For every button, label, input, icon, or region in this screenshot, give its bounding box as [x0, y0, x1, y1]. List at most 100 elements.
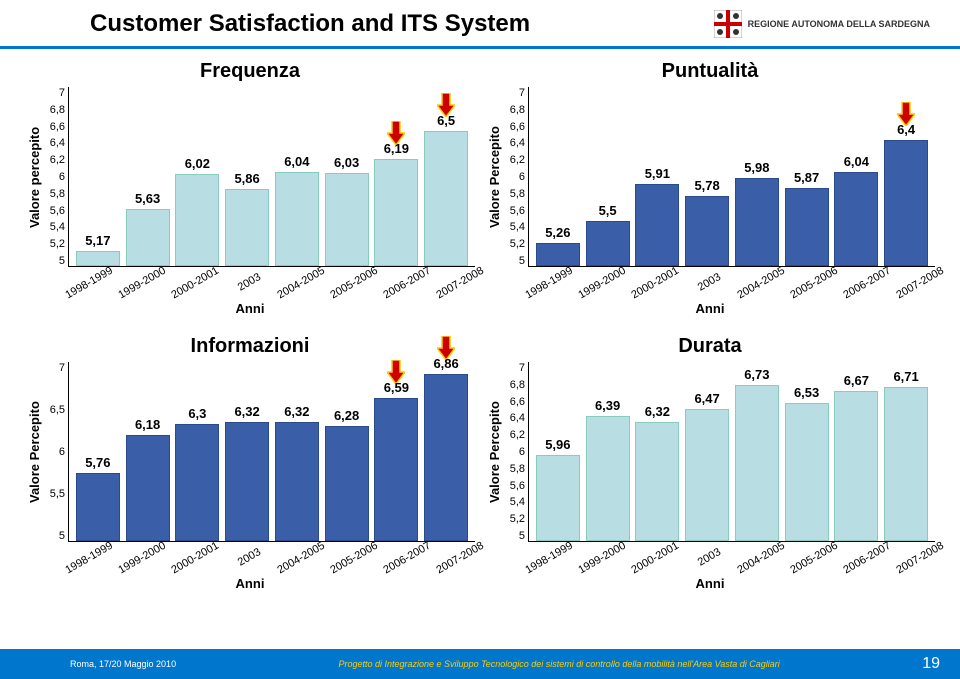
footer-page-number: 19 — [922, 655, 940, 673]
xtick: 2004-2005 — [275, 271, 316, 301]
xtick: 1999-2000 — [116, 271, 157, 301]
xtick: 1999-2000 — [576, 271, 617, 301]
ytick: 7 — [504, 87, 525, 99]
bar-durata-7: 6,71 — [884, 387, 928, 541]
bar-value-label: 6,53 — [794, 385, 819, 400]
bar-puntualita-1: 5,5 — [586, 221, 630, 266]
bar-frequenza-6: 6,19 — [374, 159, 418, 266]
bar-durata-3: 6,47 — [685, 409, 729, 541]
xtick: 2005-2006 — [788, 546, 829, 576]
bar-puntualita-4: 5,98 — [735, 178, 779, 266]
xtick: 2004-2005 — [735, 546, 776, 576]
chart-puntualita: Puntualità Valore Percepito 76,86,66,46,… — [485, 60, 935, 325]
ytick: 5,2 — [44, 238, 65, 250]
bar-informazioni-0: 5,76 — [76, 473, 120, 541]
bar-durata-6: 6,67 — [834, 391, 878, 541]
bar-value-label: 6,04 — [844, 154, 869, 169]
ytick: 5,4 — [504, 221, 525, 233]
xtick: 2000-2001 — [169, 271, 210, 301]
bar-value-label: 6,4 — [897, 122, 915, 137]
xtick: 2003 — [222, 546, 263, 576]
chart-title: Informazioni — [25, 335, 475, 358]
ytick: 6,5 — [44, 404, 65, 416]
ytick: 6,4 — [504, 412, 525, 424]
xtick: 2004-2005 — [735, 271, 776, 301]
ytick: 6,8 — [504, 104, 525, 116]
plot-area: 5,76 6,18 6,3 6,32 6,32 6,28 6,59 — [68, 362, 475, 542]
ytick: 6,6 — [504, 121, 525, 133]
bar-value-label: 5,5 — [599, 203, 617, 218]
xtick: 1998-1999 — [63, 271, 104, 301]
ytick: 7 — [504, 362, 525, 374]
bar-value-label: 6,32 — [284, 404, 309, 419]
xtick: 2006-2007 — [381, 546, 422, 576]
ytick: 6 — [504, 171, 525, 183]
xtick: 2000-2001 — [169, 546, 210, 576]
xtick: 1998-1999 — [63, 546, 104, 576]
bar-durata-1: 6,39 — [586, 416, 630, 541]
chart-durata: Durata Valore Percepito 76,86,66,46,265,… — [485, 335, 935, 600]
xlabel: Anni — [25, 576, 475, 591]
ylabel: Valore Percepito — [485, 362, 504, 542]
xaxis: 1998-19991999-20002000-200120032004-2005… — [511, 542, 935, 558]
ylabel: Valore Percepito — [485, 87, 504, 267]
xtick: 2007-2008 — [434, 271, 475, 301]
xtick: 2005-2006 — [328, 546, 369, 576]
ytick: 5,6 — [504, 205, 525, 217]
ytick: 6,2 — [44, 154, 65, 166]
ytick: 5,6 — [504, 480, 525, 492]
bar-value-label: 6,19 — [384, 141, 409, 156]
ylabel: Valore Percepito — [25, 362, 44, 542]
footer-project: Progetto di Integrazione e Sviluppo Tecn… — [196, 659, 922, 669]
bar-value-label: 5,26 — [545, 225, 570, 240]
chart-frequenza: Frequenza Valore percepito 76,86,66,46,2… — [25, 60, 475, 325]
xaxis: 1998-19991999-20002000-200120032004-2005… — [51, 267, 475, 283]
bar-value-label: 6,47 — [694, 391, 719, 406]
bar-durata-0: 5,96 — [536, 455, 580, 541]
xlabel: Anni — [25, 301, 475, 316]
chart-title: Durata — [485, 335, 935, 358]
ytick: 7 — [44, 87, 65, 99]
ytick: 5 — [504, 530, 525, 542]
bar-value-label: 6,71 — [893, 369, 918, 384]
bar-value-label: 6,39 — [595, 398, 620, 413]
bar-value-label: 5,96 — [545, 437, 570, 452]
xtick: 1998-1999 — [523, 271, 564, 301]
bar-puntualita-7: 6,4 — [884, 140, 928, 266]
bar-puntualita-6: 6,04 — [834, 172, 878, 266]
ylabel: Valore percepito — [25, 87, 44, 267]
yaxis: 76,565,55 — [44, 362, 68, 542]
bar-value-label: 6,73 — [744, 367, 769, 382]
header-rule — [0, 46, 960, 49]
yaxis: 76,86,66,46,265,85,65,45,25 — [504, 87, 528, 267]
sardegna-flag-icon — [714, 10, 742, 38]
xtick: 2007-2008 — [894, 271, 935, 301]
xtick: 2006-2007 — [841, 546, 882, 576]
bar-informazioni-4: 6,32 — [275, 422, 319, 541]
plot-area: 5,96 6,39 6,32 6,47 6,73 6,53 6,67 — [528, 362, 935, 542]
ytick: 5,8 — [504, 463, 525, 475]
bar-value-label: 6,02 — [185, 156, 210, 171]
yaxis: 76,86,66,46,265,85,65,45,25 — [44, 87, 68, 267]
bar-frequenza-5: 6,03 — [325, 173, 369, 266]
bar-informazioni-5: 6,28 — [325, 426, 369, 541]
xtick: 1999-2000 — [576, 546, 617, 576]
ytick: 5,8 — [504, 188, 525, 200]
bar-value-label: 5,86 — [234, 171, 259, 186]
bar-puntualita-0: 5,26 — [536, 243, 580, 266]
bar-value-label: 6,86 — [433, 356, 458, 371]
chart-title: Frequenza — [25, 60, 475, 83]
bar-value-label: 6,59 — [384, 380, 409, 395]
bar-value-label: 6,03 — [334, 155, 359, 170]
ytick: 7 — [44, 362, 65, 374]
footer-bar: Roma, 17/20 Maggio 2010 Progetto di Inte… — [0, 649, 960, 679]
xlabel: Anni — [485, 576, 935, 591]
xtick: 2003 — [682, 546, 723, 576]
ytick: 6,6 — [504, 396, 525, 408]
bar-informazioni-2: 6,3 — [175, 424, 219, 541]
xtick: 2003 — [682, 271, 723, 301]
ytick: 5,5 — [44, 488, 65, 500]
bar-value-label: 6,32 — [645, 404, 670, 419]
bar-value-label: 6,28 — [334, 408, 359, 423]
bar-value-label: 6,5 — [437, 113, 455, 128]
